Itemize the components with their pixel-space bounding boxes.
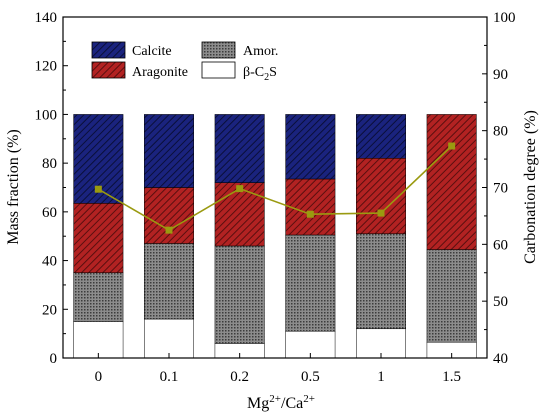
y-right-tick-label-3: 70 bbox=[493, 181, 508, 197]
legend-label-amor: Amor. bbox=[243, 44, 278, 59]
bar-aragonite-1 bbox=[144, 187, 194, 244]
legend: Calcite Amor. Aragonite β-C2S bbox=[91, 41, 278, 83]
y-right-tick-label-2: 60 bbox=[493, 237, 508, 253]
x-tick-label-0: 0 bbox=[95, 369, 103, 385]
x-tick-label-3: 0.5 bbox=[301, 369, 320, 385]
bar-beta-c2s-0 bbox=[73, 321, 124, 359]
bar-aragonite-3 bbox=[285, 178, 336, 236]
carbonation-marker-5 bbox=[448, 142, 456, 150]
bar-calcite-3 bbox=[285, 114, 336, 180]
legend-swatch-amor bbox=[201, 41, 236, 59]
y-right-tick-label-4: 80 bbox=[493, 124, 508, 140]
y-right-tick-label-0: 40 bbox=[493, 351, 508, 367]
y-axis-title-left: Mass fraction (%) bbox=[5, 129, 22, 245]
carbonation-marker-1 bbox=[165, 226, 173, 234]
carbonation-marker-2 bbox=[236, 185, 244, 193]
bar-calcite-1 bbox=[144, 114, 194, 188]
x-tick-label-2: 0.2 bbox=[230, 369, 249, 385]
y-left-tick-label-5: 100 bbox=[35, 107, 58, 123]
y-right-tick-label-6: 100 bbox=[493, 10, 516, 26]
bar-amor-5 bbox=[426, 249, 477, 343]
carbonation-marker-0 bbox=[94, 185, 102, 193]
bar-amor-2 bbox=[214, 245, 265, 344]
bar-calcite-4 bbox=[356, 114, 406, 159]
carbonation-marker-3 bbox=[306, 210, 314, 218]
bar-amor-0 bbox=[73, 272, 124, 322]
bar-aragonite-5 bbox=[426, 114, 477, 250]
legend-swatch-calcite bbox=[91, 41, 126, 59]
legend-label-beta-c2s: β-C2S bbox=[243, 65, 277, 83]
plot-area: 0 20 40 60 80 100 120 140 40 50 60 70 80 90 100 0 0.1 0.2… bbox=[35, 10, 516, 385]
bar-amor-1 bbox=[144, 243, 194, 320]
legend-swatch-aragonite bbox=[91, 61, 126, 79]
legend-swatch-beta-c2s bbox=[201, 61, 236, 79]
bar-beta-c2s-1 bbox=[144, 318, 194, 359]
x-tick-label-5: 1.5 bbox=[442, 369, 461, 385]
bar-amor-4 bbox=[356, 233, 406, 330]
x-axis-title: Mg2+/Ca2+ bbox=[247, 393, 315, 412]
y-left-tick-label-3: 60 bbox=[42, 205, 57, 221]
y-left-tick-label-2: 40 bbox=[42, 254, 57, 270]
carbonation-line bbox=[97, 145, 453, 232]
legend-label-aragonite: Aragonite bbox=[132, 65, 188, 80]
legend-label-calcite: Calcite bbox=[132, 44, 172, 59]
bar-aragonite-4 bbox=[356, 158, 406, 235]
bar-aragonite-2 bbox=[214, 182, 265, 247]
y-right-tick-label-1: 50 bbox=[493, 294, 508, 310]
y-left-tick-label-6: 120 bbox=[35, 59, 58, 75]
bar-aragonite-0 bbox=[73, 203, 124, 273]
x-tick-label-1: 0.1 bbox=[160, 369, 179, 385]
y-left-tick-label-1: 20 bbox=[42, 302, 57, 318]
bar-calcite-2 bbox=[214, 114, 265, 183]
x-tick-label-4: 1 bbox=[377, 369, 385, 385]
bar-amor-3 bbox=[285, 234, 336, 332]
y-left-tick-label-0: 0 bbox=[50, 351, 58, 367]
y-axis-title-right: Carbonation degree (%) bbox=[522, 110, 539, 264]
carbonation-marker-4 bbox=[377, 209, 385, 217]
y-left-tick-label-7: 140 bbox=[35, 10, 58, 26]
y-left-tick-label-4: 80 bbox=[42, 156, 57, 172]
y-right-tick-label-5: 90 bbox=[493, 67, 508, 83]
